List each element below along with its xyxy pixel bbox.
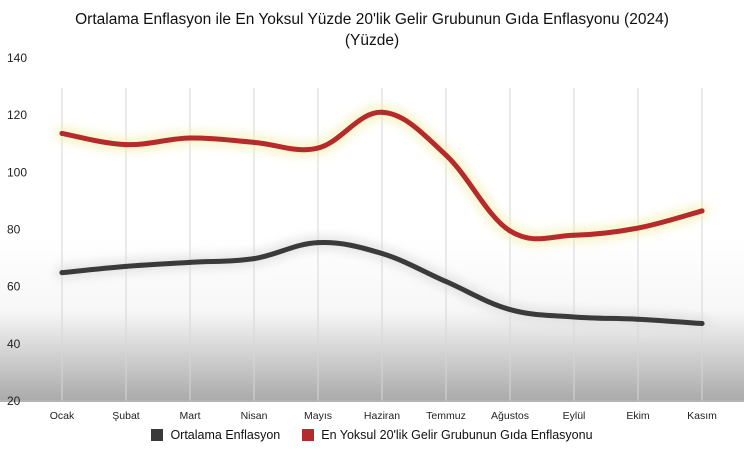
x-tick-label: Temmuz [426,410,466,422]
y-tick-label: 100 [7,165,27,179]
data-point-1-1 [123,142,129,148]
data-point-1-7 [507,228,513,234]
data-point-0-0 [59,270,65,276]
legend-label-gida: En Yoksul 20'lik Gelir Grubunun Gıda Enf… [321,428,593,442]
legend-swatch-ortalama [151,429,164,441]
x-tick-label: Ağustos [491,410,529,422]
data-point-0-9 [635,316,641,322]
data-point-0-5 [379,251,385,257]
data-point-0-10 [699,321,705,327]
x-tick-label: Eylül [563,410,586,422]
data-point-1-2 [187,135,193,141]
data-point-0-3 [251,256,257,262]
y-tick-label: 40 [7,337,21,351]
data-point-0-6 [443,279,449,285]
legend: Ortalama Enflasyon En Yoksul 20'lik Geli… [0,428,744,442]
data-point-1-0 [59,130,65,136]
y-tick-label: 80 [7,223,21,237]
data-point-1-9 [635,225,641,231]
data-point-1-3 [251,139,257,145]
data-point-1-8 [571,232,577,238]
x-tick-label: Kasım [687,410,717,422]
x-tick-label: Nisan [241,410,268,422]
data-point-1-10 [699,208,705,214]
chart-subtitle: (Yüzde) [344,32,400,49]
legend-swatch-gida [302,429,315,441]
data-point-0-2 [187,259,193,265]
x-tick-label: Ekim [626,410,650,422]
y-tick-label: 20 [7,394,21,408]
y-tick-label: 120 [7,108,27,122]
legend-label-ortalama: Ortalama Enflasyon [170,428,281,442]
data-point-0-4 [315,240,321,246]
chart-title: Ortalama Enflasyon ile En Yoksul Yüzde 2… [75,11,669,28]
data-point-0-7 [507,307,513,313]
x-tick-label: Şubat [112,410,140,422]
y-tick-label: 140 [7,51,27,65]
data-point-0-8 [571,314,577,320]
data-point-1-4 [315,145,321,151]
data-point-1-6 [443,152,449,158]
data-point-1-5 [379,109,385,115]
legend-item-ortalama: Ortalama Enflasyon [151,428,280,442]
x-tick-label: Ocak [50,410,75,422]
x-tick-label: Mayıs [304,410,332,422]
y-tick-label: 60 [7,280,21,294]
x-tick-label: Mart [180,410,201,422]
x-tick-label: Haziran [364,410,400,422]
data-point-0-1 [123,263,129,269]
legend-item-gida: En Yoksul 20'lik Gelir Grubunun Gıda Enf… [302,428,593,442]
